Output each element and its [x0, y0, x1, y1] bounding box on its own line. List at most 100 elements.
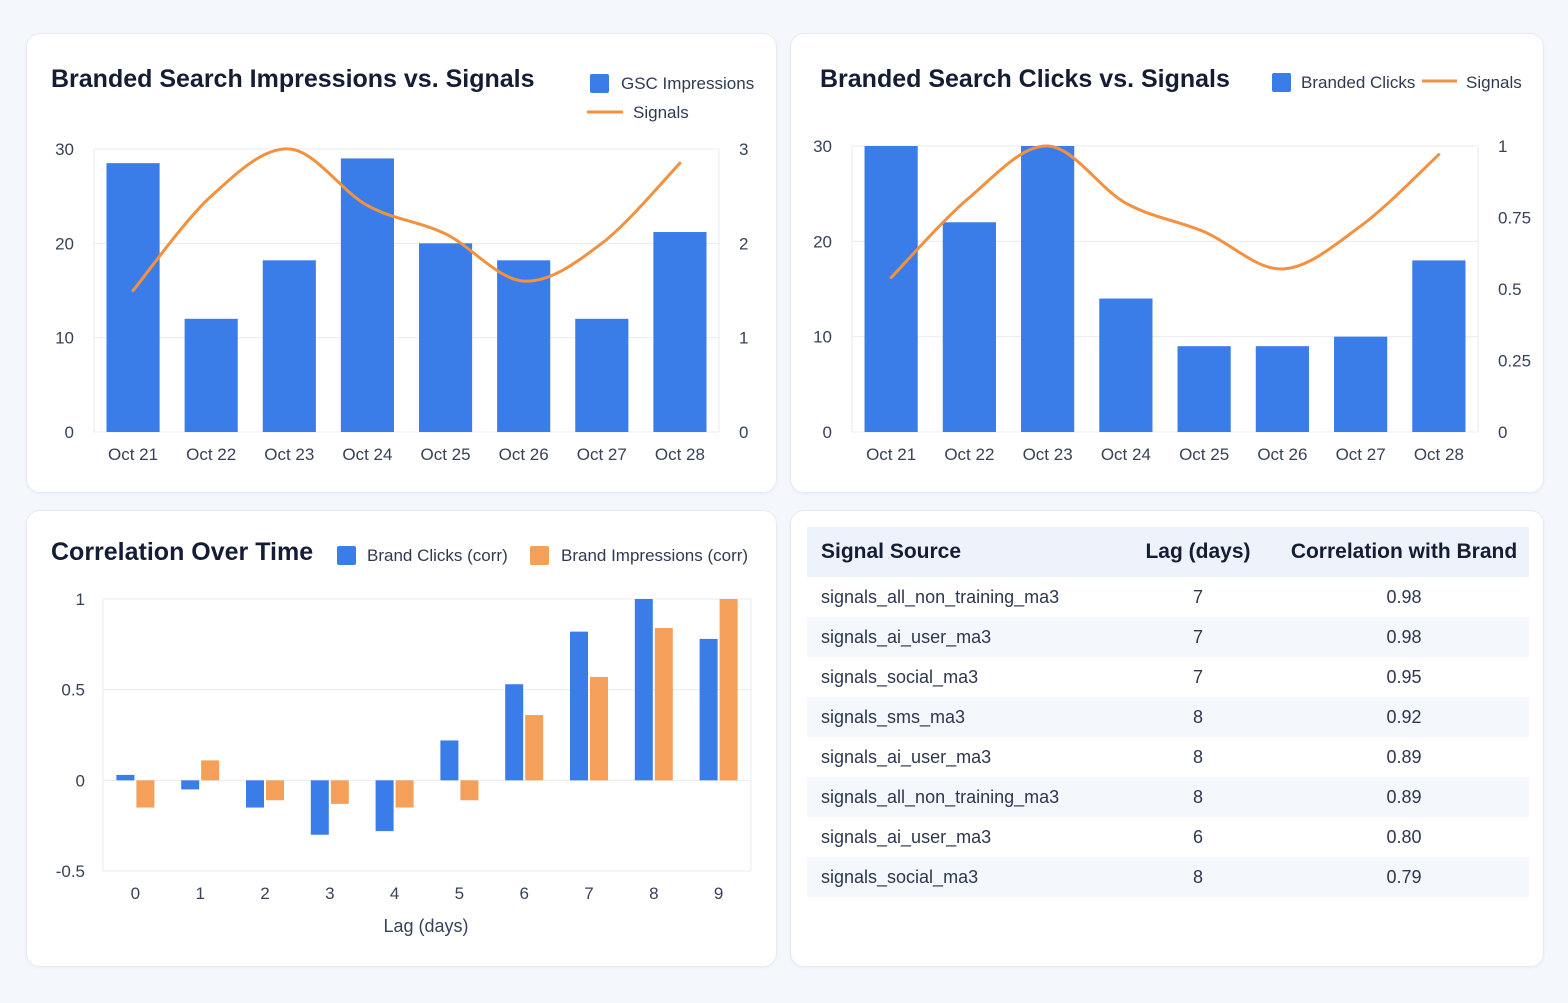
y-tick-label: 20 — [55, 234, 74, 253]
bar-gsc-impressions — [497, 260, 551, 432]
x-tick-label: Oct 22 — [186, 445, 236, 464]
bar-branded-clicks — [864, 146, 918, 432]
x-tick-label: 5 — [455, 884, 464, 903]
bar-brand-impressions-corr — [719, 599, 738, 781]
bar-brand-clicks-corr — [375, 780, 394, 832]
chart-title: Branded Search Clicks vs. Signals — [820, 65, 1230, 93]
x-tick-label: Oct 24 — [1101, 445, 1151, 464]
bar-gsc-impressions — [653, 232, 707, 432]
table-row: signals_all_non_training_ma3 7 0.98 — [807, 577, 1529, 617]
cell-correlation: 0.79 — [1279, 857, 1529, 897]
legend-swatch-brand-clicks — [337, 546, 356, 565]
bar-brand-clicks-corr — [505, 684, 524, 781]
legend: Branded Clicks Signals — [1272, 73, 1522, 92]
x-tick-label: 8 — [649, 884, 658, 903]
bar-gsc-impressions — [106, 163, 160, 432]
x-tick-label: Oct 21 — [866, 445, 916, 464]
column-header-signal-source[interactable]: Signal Source — [807, 527, 1117, 577]
x-tick-label: 0 — [131, 884, 140, 903]
cell-signal-source: signals_ai_user_ma3 — [821, 746, 992, 767]
signal-correlation-table-card: Signal Source Lag (days) Correlation wit… — [790, 510, 1544, 967]
impressions-chart-card: Branded Search Impressions vs. Signals 0… — [26, 33, 777, 493]
cell-signal-source: signals_all_non_training_ma3 — [821, 586, 1060, 607]
bar-brand-clicks-corr — [634, 599, 653, 781]
table-row: signals_ai_user_ma3 6 0.80 — [807, 817, 1529, 857]
bar-brand-clicks-corr — [570, 631, 588, 781]
cell-lag: 8 — [1192, 746, 1203, 767]
x-tick-label: Oct 27 — [577, 445, 627, 464]
table-row: signals_sms_ma3 8 0.92 — [807, 697, 1529, 737]
table-row: signals_social_ma3 7 0.95 — [807, 657, 1529, 697]
cell-signal-source: signals_social_ma3 — [821, 666, 979, 687]
legend-label-brand-clicks: Brand Clicks (corr) — [367, 546, 508, 565]
y-tick-label: 10 — [55, 329, 74, 348]
clicks-chart: Branded Search Clicks vs. Signals 010203… — [813, 65, 1531, 464]
bar-brand-clicks-corr — [116, 774, 135, 781]
x-tick-label: 7 — [584, 884, 593, 903]
chart-title: Branded Search Impressions vs. Signals — [51, 65, 535, 93]
x-tick-label: 9 — [714, 884, 723, 903]
x-tick-label: 1 — [195, 884, 204, 903]
chart-title: Correlation Over Time — [51, 538, 313, 566]
legend-swatch-branded-clicks — [1272, 73, 1291, 92]
bar-brand-clicks-corr — [310, 780, 329, 835]
legend-label-gsc-impressions: GSC Impressions — [621, 74, 754, 93]
y2-tick-label: 2 — [739, 234, 748, 253]
cell-lag: 7 — [1192, 666, 1203, 687]
y-tick-label: 20 — [813, 232, 832, 251]
y-tick-label: 0 — [823, 423, 832, 442]
x-tick-label: Oct 27 — [1336, 445, 1386, 464]
impressions-chart: Branded Search Impressions vs. Signals 0… — [51, 65, 754, 464]
x-tick-label: 6 — [519, 884, 528, 903]
line-signals — [131, 147, 682, 292]
correlation-chart: Correlation Over Time -0.5 0 0.5 1 0 1 2 3 4 5 6 7 8… — [51, 538, 752, 936]
y-tick-label: 30 — [55, 140, 74, 159]
bar-brand-impressions-corr — [460, 780, 479, 801]
bar-branded-clicks — [1099, 298, 1153, 432]
table-row: signals_all_non_training_ma3 8 0.89 — [807, 777, 1529, 817]
column-header-correlation[interactable]: Correlation with Brand — [1279, 527, 1529, 577]
x-tick-label: Oct 24 — [342, 445, 392, 464]
bar-brand-clicks-corr — [699, 638, 718, 781]
cell-lag: 8 — [1117, 777, 1279, 817]
bar-branded-clicks — [1177, 346, 1231, 432]
bar-branded-clicks — [942, 222, 996, 432]
y-tick-label: 30 — [813, 137, 832, 156]
x-tick-label: 2 — [260, 884, 269, 903]
x-tick-label: Oct 28 — [1414, 445, 1464, 464]
column-header-lag[interactable]: Lag (days) — [1117, 527, 1279, 577]
x-tick-label: Oct 21 — [108, 445, 158, 464]
y2-tick-label: 0.75 — [1498, 209, 1531, 228]
y2-tick-label: 1 — [1498, 137, 1507, 156]
correlation-chart-card: Correlation Over Time -0.5 0 0.5 1 0 1 2 3 4 5 6 7 8… — [26, 510, 777, 967]
y-tick-label: -0.5 — [56, 862, 85, 881]
legend: GSC Impressions Signals — [587, 74, 754, 122]
cell-lag: 8 — [1117, 697, 1279, 737]
signal-correlation-table: Signal Source Lag (days) Correlation wit… — [807, 527, 1529, 897]
bar-gsc-impressions — [575, 318, 629, 432]
x-tick-label: Oct 26 — [499, 445, 549, 464]
cell-lag: 6 — [1192, 826, 1203, 847]
bar-brand-impressions-corr — [654, 628, 673, 781]
bar-brand-clicks-corr — [246, 780, 264, 808]
bar-brand-impressions-corr — [590, 676, 608, 781]
cell-correlation: 0.89 — [1386, 746, 1422, 767]
x-axis-title: Lag (days) — [383, 916, 468, 936]
y2-tick-label: 1 — [739, 329, 748, 348]
y2-tick-label: 3 — [739, 140, 748, 159]
cell-correlation: 0.95 — [1386, 666, 1422, 687]
bar-brand-impressions-corr — [525, 715, 544, 781]
cell-lag: 7 — [1192, 586, 1203, 607]
x-tick-label: Oct 28 — [655, 445, 705, 464]
cell-correlation: 0.98 — [1386, 586, 1422, 607]
bar-branded-clicks — [1412, 260, 1466, 432]
table-header-row: Signal Source Lag (days) Correlation wit… — [807, 527, 1529, 577]
table-row: signals_ai_user_ma3 8 0.89 — [807, 737, 1529, 777]
x-tick-label: Oct 25 — [421, 445, 471, 464]
bar-gsc-impressions — [262, 260, 316, 432]
cell-signal-source: signals_social_ma3 — [807, 857, 1117, 897]
cell-lag: 7 — [1117, 617, 1279, 657]
legend-label-signals: Signals — [633, 103, 689, 122]
x-tick-label: Oct 26 — [1257, 445, 1307, 464]
bar-gsc-impressions — [340, 158, 394, 432]
